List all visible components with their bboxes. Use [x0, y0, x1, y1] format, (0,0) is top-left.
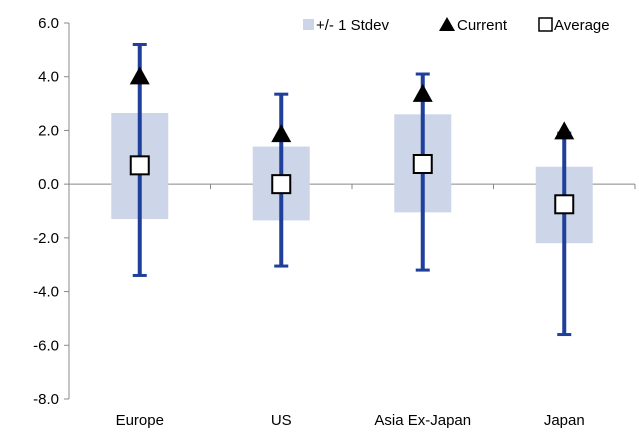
category-label: Asia Ex-Japan — [374, 412, 471, 429]
stdev-boxes — [111, 112, 593, 244]
average-marker — [554, 194, 575, 215]
legend-average-label: Average — [554, 17, 610, 34]
legend-current-swatch — [439, 17, 455, 31]
y-tick-label: 2.0 — [38, 122, 59, 139]
legend-stdev-label: +/- 1 Stdev — [316, 17, 389, 34]
current-marker — [412, 83, 433, 102]
current-marker — [554, 121, 575, 140]
average-marker — [129, 155, 150, 176]
y-tick-label: 0.0 — [38, 176, 59, 193]
y-tick-label: 6.0 — [38, 15, 59, 32]
y-tick-label: -4.0 — [33, 284, 59, 301]
category-label: Japan — [544, 412, 585, 429]
labels: 6.0 4.0 2.0 0.0 -2.0 -4.0 -6.0 -8.0 Europe US Asia… — [33, 15, 585, 429]
average-marker — [412, 154, 433, 174]
y-tick-label: -8.0 — [33, 391, 59, 408]
category-label: Europe — [116, 412, 164, 429]
y-tick-label: -2.0 — [33, 230, 59, 247]
category-label: US — [271, 412, 292, 429]
legend-average-swatch — [538, 17, 553, 32]
y-tick-label: 4.0 — [38, 69, 59, 86]
markers — [129, 66, 575, 215]
current-marker — [271, 124, 292, 143]
legend-stdev-swatch — [303, 19, 314, 30]
legend-current-label: Current — [457, 17, 508, 34]
y-tick-label: -6.0 — [33, 337, 59, 354]
legend: +/- 1 Stdev Current Average — [303, 17, 610, 34]
range-whiskers — [132, 42, 572, 337]
current-marker — [129, 66, 150, 85]
average-marker — [271, 174, 292, 195]
